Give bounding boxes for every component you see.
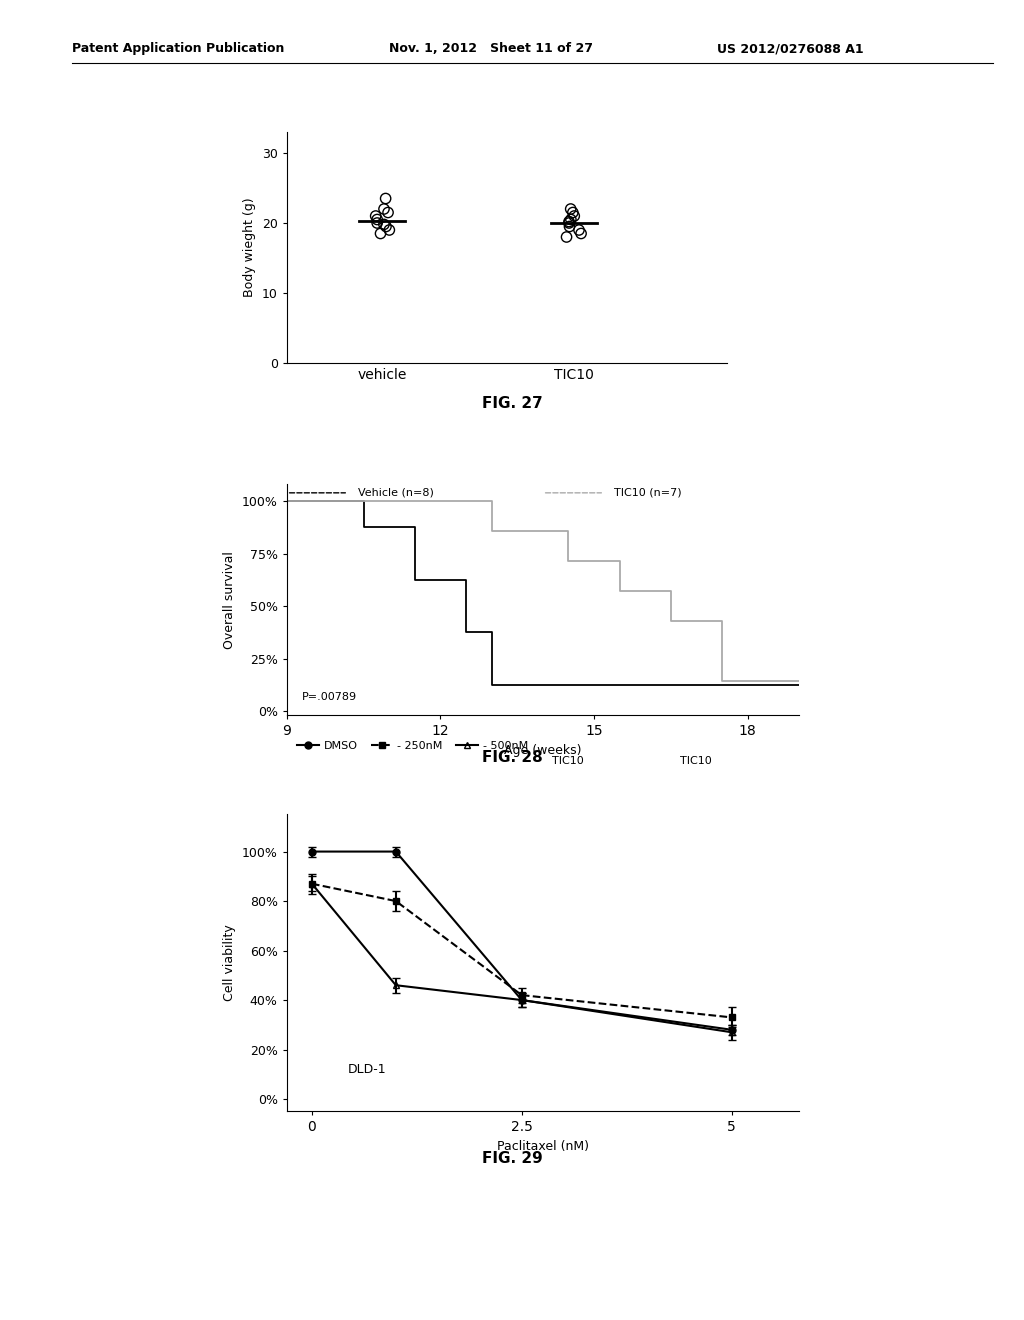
Point — [378, 216, 394, 238]
Text: Patent Application Publication: Patent Application Publication — [72, 42, 284, 55]
Y-axis label: Body wieght (g): Body wieght (g) — [244, 198, 256, 297]
Point — [562, 198, 579, 219]
Point — [368, 206, 384, 227]
Point — [381, 219, 397, 240]
Point — [566, 206, 583, 227]
Text: TIC10 (n=7): TIC10 (n=7) — [614, 488, 682, 498]
Point — [378, 187, 394, 209]
Point — [561, 216, 578, 238]
Y-axis label: Overall survival: Overall survival — [223, 550, 237, 649]
Point — [563, 209, 580, 230]
Point — [570, 219, 587, 240]
Text: TIC10: TIC10 — [552, 755, 585, 766]
Point — [572, 223, 589, 244]
Point — [376, 214, 392, 235]
Text: TIC10: TIC10 — [680, 755, 713, 766]
X-axis label: Age (weeks): Age (weeks) — [504, 744, 582, 758]
Text: DLD-1: DLD-1 — [348, 1063, 387, 1076]
X-axis label: Paclitaxel (nM): Paclitaxel (nM) — [497, 1140, 589, 1154]
Text: FIG. 28: FIG. 28 — [481, 750, 543, 764]
Point — [373, 223, 389, 244]
Legend: DMSO, - 250nM, - 500nM: DMSO, - 250nM, - 500nM — [292, 737, 532, 756]
Point — [561, 211, 578, 232]
Text: Vehicle (n=8): Vehicle (n=8) — [358, 488, 434, 498]
Point — [369, 209, 385, 230]
Point — [376, 198, 392, 219]
Point — [369, 213, 385, 234]
Text: P=.00789: P=.00789 — [302, 692, 357, 702]
Point — [564, 202, 581, 223]
Text: FIG. 27: FIG. 27 — [481, 396, 543, 411]
Point — [561, 213, 578, 234]
Point — [558, 227, 574, 248]
Text: FIG. 29: FIG. 29 — [481, 1151, 543, 1166]
Y-axis label: Cell viability: Cell viability — [223, 924, 237, 1002]
Text: US 2012/0276088 A1: US 2012/0276088 A1 — [717, 42, 863, 55]
Point — [380, 202, 396, 223]
Text: Nov. 1, 2012   Sheet 11 of 27: Nov. 1, 2012 Sheet 11 of 27 — [389, 42, 593, 55]
